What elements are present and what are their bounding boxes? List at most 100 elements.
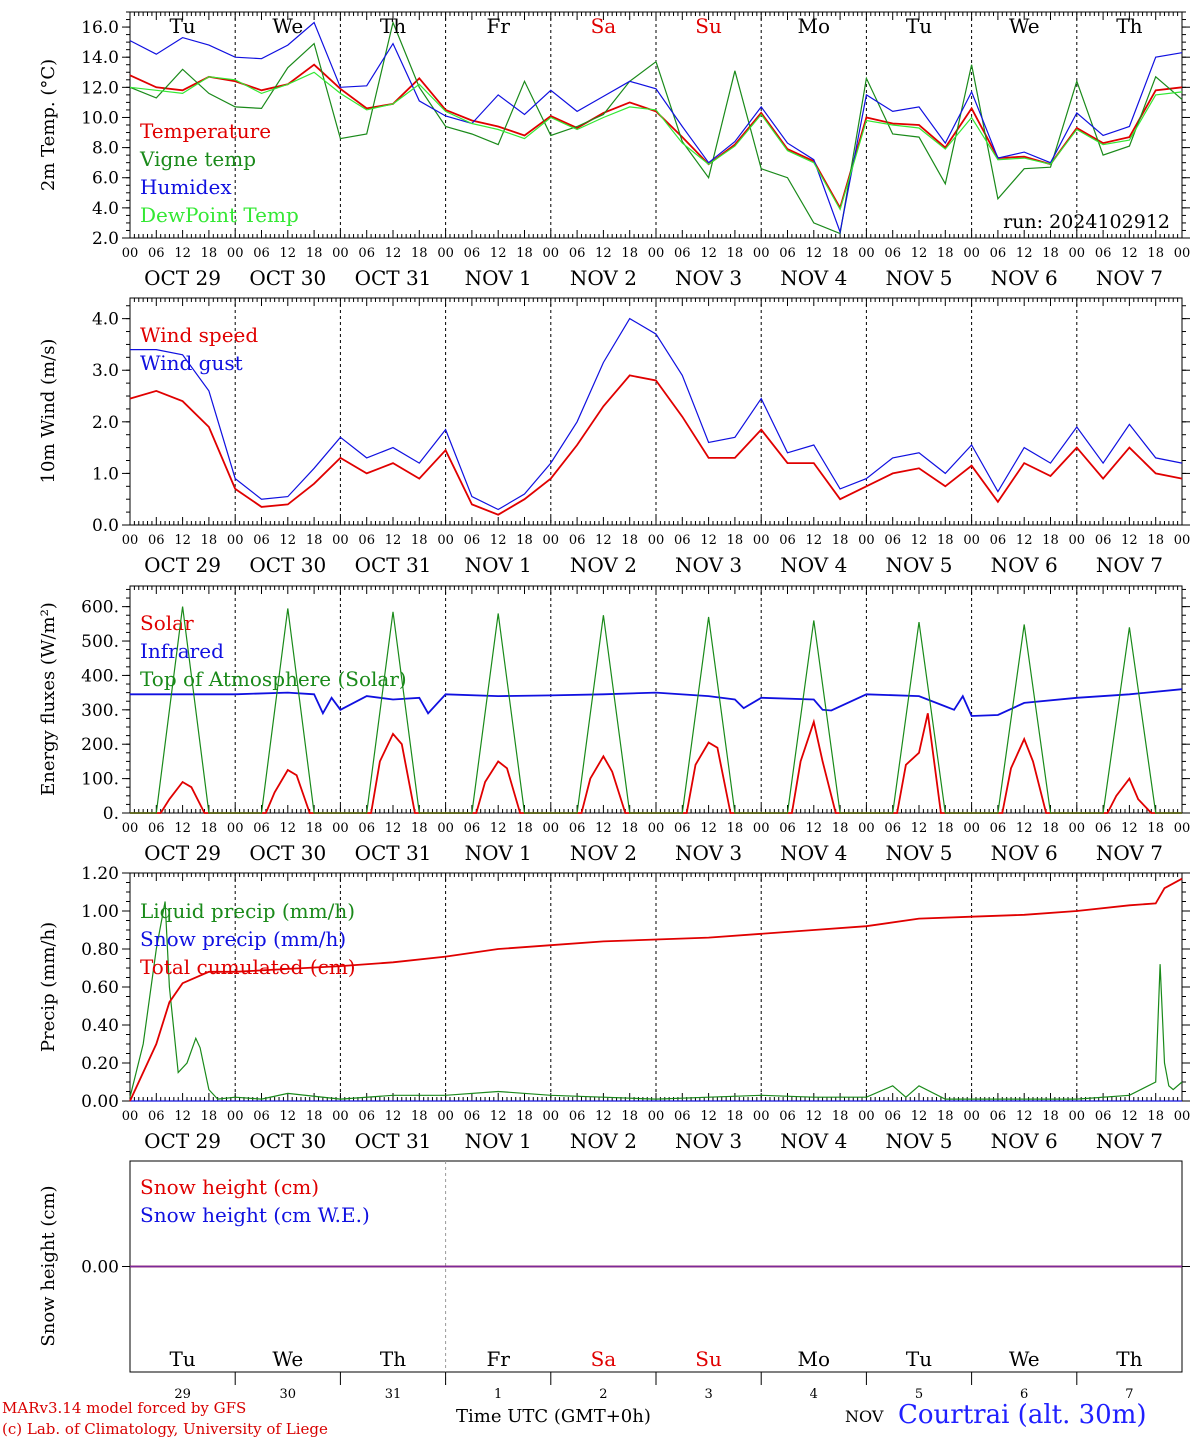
date-label: NOV 5: [885, 1129, 952, 1153]
date-label: OCT 30: [249, 553, 326, 577]
hour-label: 06: [674, 821, 691, 836]
weekday-label-bottom: Tu: [169, 1347, 195, 1371]
hour-label: 06: [569, 246, 586, 261]
hour-label: 18: [832, 533, 849, 548]
hour-label: 00: [437, 533, 454, 548]
legend-entry: Humidex: [140, 175, 232, 199]
date-label: OCT 31: [355, 841, 432, 865]
hour-label: 12: [174, 821, 191, 836]
y-tick-label: 3.0: [92, 361, 119, 381]
y-tick-label: 0.40: [81, 1016, 119, 1036]
hour-label: 06: [990, 821, 1007, 836]
hour-label: 00: [648, 1109, 665, 1124]
weekday-label: Mo: [798, 14, 831, 38]
hour-label: 06: [253, 246, 270, 261]
hour-label: 00: [858, 533, 875, 548]
date-label: NOV 2: [570, 553, 637, 577]
time-axis-title: Time UTC (GMT+0h): [456, 1406, 651, 1427]
y-axis-title: Snow height (cm): [38, 1185, 59, 1346]
hour-label: 12: [174, 1109, 191, 1124]
series-line-liquid-precip-mm-h-: [129, 901, 1183, 1100]
date-label: NOV 1: [465, 266, 532, 290]
weekday-label-bottom: Mo: [798, 1347, 831, 1371]
hour-label: 06: [358, 533, 375, 548]
y-tick-label: 300.: [81, 701, 119, 721]
run-label: run: 2024102912: [1003, 211, 1170, 233]
hour-label: 06: [253, 1109, 270, 1124]
hour-label: 18: [1147, 1109, 1164, 1124]
hour-label: 12: [280, 246, 297, 261]
hour-label: 12: [1016, 246, 1033, 261]
hour-label: 12: [490, 1109, 507, 1124]
station-name: Courtrai (alt. 30m): [898, 1400, 1147, 1430]
hour-label: 00: [858, 1109, 875, 1124]
day-number-label: 30: [280, 1387, 297, 1402]
hour-label: 00: [332, 821, 349, 836]
hour-label: 18: [411, 821, 428, 836]
hour-label: 06: [990, 246, 1007, 261]
y-tick-label: 12.0: [81, 78, 119, 98]
hour-label: 06: [148, 1109, 165, 1124]
hour-label: 00: [543, 821, 560, 836]
hour-label: 18: [727, 246, 744, 261]
date-label: OCT 29: [144, 553, 221, 577]
hour-label: 18: [1042, 1109, 1059, 1124]
legend-entry: Total cumulated (cm): [140, 955, 356, 979]
model-credit: MARv3.14 model forced by GFS: [2, 1399, 247, 1417]
hour-label: 00: [648, 533, 665, 548]
hour-label: 06: [779, 533, 796, 548]
hour-label: 18: [727, 821, 744, 836]
weekday-label-bottom: We: [1009, 1347, 1040, 1371]
day-number-label: 3: [704, 1387, 712, 1402]
hour-label: 12: [280, 821, 297, 836]
weekday-label-bottom: Th: [1116, 1347, 1142, 1371]
hour-label: 12: [700, 821, 717, 836]
y-tick-label: 600.: [81, 598, 119, 618]
legend-entry: Snow precip (mm/h): [140, 927, 346, 951]
weekday-label: We: [1009, 14, 1040, 38]
y-tick-label: 4.0: [92, 199, 119, 219]
date-label: NOV 5: [885, 553, 952, 577]
hour-label: 06: [674, 246, 691, 261]
y-tick-label: 8.0: [92, 139, 119, 159]
hour-label: 00: [543, 1109, 560, 1124]
series-line-wind-speed: [129, 374, 1183, 516]
hour-label: 00: [437, 246, 454, 261]
hour-label: 00: [963, 533, 980, 548]
series-line-total-cumulated-cm-: [129, 877, 1183, 1102]
y-tick-label: 10.0: [81, 108, 119, 128]
hour-label: 12: [911, 1109, 928, 1124]
series-line-infrared: [130, 688, 1183, 717]
hour-label: 18: [306, 1109, 323, 1124]
hour-label: 00: [753, 246, 770, 261]
hour-label: 06: [253, 533, 270, 548]
hour-label: 12: [595, 246, 612, 261]
date-label: NOV 7: [1096, 553, 1163, 577]
hour-label: 06: [464, 246, 481, 261]
hour-label: 12: [385, 246, 402, 261]
hour-label: 06: [884, 1109, 901, 1124]
hour-label: 00: [332, 533, 349, 548]
y-tick-label: 1.0: [92, 464, 119, 484]
hour-label: 18: [832, 246, 849, 261]
hour-label: 18: [516, 533, 533, 548]
y-tick-label: 0.00: [81, 1092, 119, 1112]
hour-label: 18: [937, 1109, 954, 1124]
hour-label: 18: [727, 1109, 744, 1124]
hour-label: 18: [1147, 246, 1164, 261]
hour-label: 12: [700, 533, 717, 548]
hour-label: 12: [1016, 1109, 1033, 1124]
hour-label: 12: [174, 533, 191, 548]
date-label: OCT 31: [355, 553, 432, 577]
legend-entry: Temperature: [140, 119, 271, 143]
hour-label: 06: [148, 533, 165, 548]
hour-label: 18: [937, 246, 954, 261]
hour-label: 06: [464, 821, 481, 836]
hour-label: 18: [937, 821, 954, 836]
hour-label: 12: [1121, 821, 1138, 836]
hour-label: 06: [148, 821, 165, 836]
hour-label: 06: [990, 533, 1007, 548]
hour-label: 06: [884, 533, 901, 548]
hour-label: 00: [437, 821, 454, 836]
